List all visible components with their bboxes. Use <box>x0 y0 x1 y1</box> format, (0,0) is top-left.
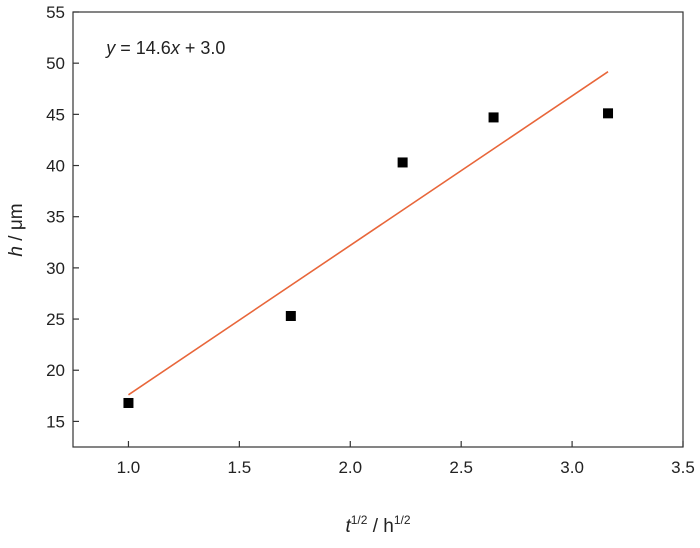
x-tick-label: 1.5 <box>228 458 252 477</box>
y-axis-ticks: 15 20 25 30 35 40 45 50 55 <box>46 3 79 431</box>
annotation-mid: = 14.6 <box>115 38 171 58</box>
x-axis-title-var: t <box>345 516 351 537</box>
y-tick-label: 40 <box>46 157 65 176</box>
data-point <box>603 108 614 119</box>
data-point <box>397 157 408 168</box>
y-axis-title-rest: / μm <box>6 203 27 246</box>
y-tick-label: 45 <box>46 105 65 124</box>
x-axis-title-unit-sup: 1/2 <box>394 513 411 527</box>
x-tick-label: 1.0 <box>117 458 141 477</box>
fit-line <box>128 71 609 396</box>
x-axis-title-sep: / h <box>367 516 393 537</box>
x-tick-label: 2.5 <box>449 458 473 477</box>
y-tick-label: 20 <box>46 361 65 380</box>
x-axis-title: t1/2 / h1/2 <box>345 513 410 537</box>
data-point <box>488 112 499 123</box>
y-axis-title: h / μm <box>6 203 27 256</box>
fit-line-layer <box>128 71 609 396</box>
annotation-y-var: y <box>104 38 116 58</box>
plot-frame <box>72 11 684 448</box>
y-tick-label: 25 <box>46 310 65 329</box>
annotation-end: + 3.0 <box>180 38 226 58</box>
x-axis-title-var-sup: 1/2 <box>351 513 368 527</box>
x-tick-label: 2.0 <box>338 458 362 477</box>
y-tick-label: 15 <box>46 412 65 431</box>
x-tick-label: 3.0 <box>560 458 584 477</box>
annotation-x-var: x <box>170 38 181 58</box>
y-tick-label: 55 <box>46 3 65 22</box>
data-points <box>123 108 614 408</box>
x-tick-label: 3.5 <box>671 458 695 477</box>
y-tick-label: 30 <box>46 259 65 278</box>
fit-equation-annotation: y = 14.6x + 3.0 <box>104 38 225 58</box>
data-point <box>285 310 296 321</box>
x-axis-ticks: 1.0 1.5 2.0 2.5 3.0 3.5 <box>117 441 695 477</box>
y-tick-label: 50 <box>46 54 65 73</box>
data-point <box>123 397 134 408</box>
y-axis-title-var: h <box>6 246 27 257</box>
y-tick-label: 35 <box>46 208 65 227</box>
